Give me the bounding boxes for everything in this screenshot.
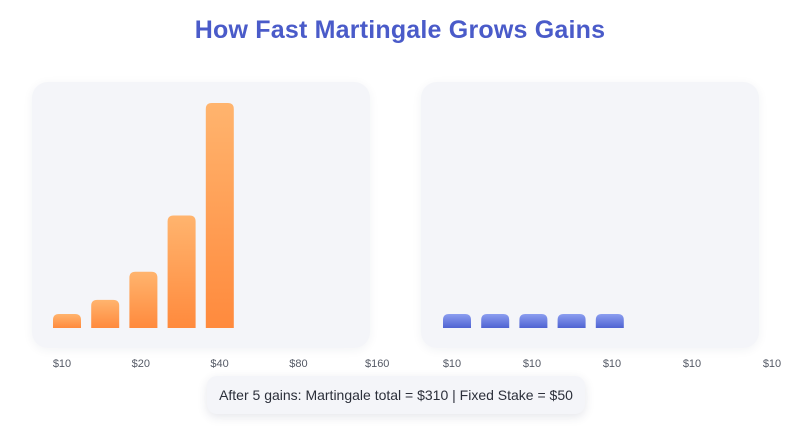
martingale-tick-label-4: $80 [289,358,307,370]
fixed-stake-chart-panel [421,82,759,348]
chart-title: How Fast Martingale Grows Gains [194,16,606,44]
fixed-stake-tick-label-5: $10 [763,358,781,370]
fixed-stake-bar-2 [481,313,510,328]
martingale-bar-1 [53,313,81,328]
fixed-stake-tick-label-1: $10 [443,358,461,370]
fixed-stake-bar-4 [557,313,586,328]
fixed-stake-bar-3 [519,313,548,328]
fixed-stake-tick-label-3: $10 [603,358,621,370]
fixed-stake-tick-label-4: $10 [683,358,701,370]
fixed-stake-bar-1 [443,313,471,328]
martingale-tick-label-5: $160 [365,358,389,370]
martingale-bar-3 [129,271,158,328]
martingale-bar-4 [167,215,196,328]
martingale-bar-5 [205,103,234,328]
martingale-bar-2 [91,299,120,328]
fixed-stake-bar-5 [595,313,624,328]
summary-box: After 5 gains: Martingale total = $310 |… [207,376,585,414]
martingale-chart-panel [32,82,370,348]
martingale-tick-label-2: $20 [132,358,150,370]
fixed-stake-tick-label-2: $10 [523,358,541,370]
martingale-tick-label-3: $40 [210,358,228,370]
martingale-tick-label-1: $10 [53,358,71,370]
